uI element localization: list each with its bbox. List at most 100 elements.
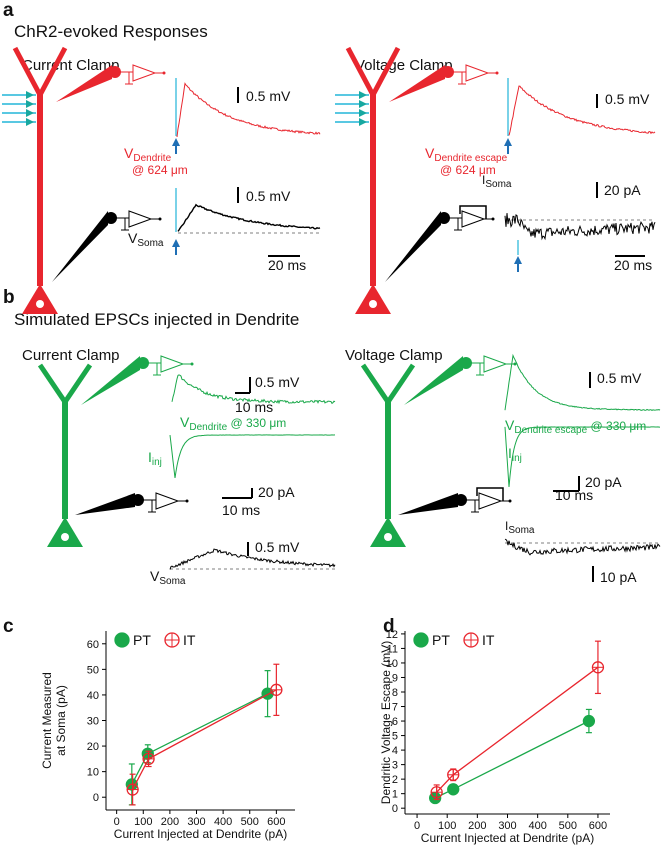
panel-title: ChR2-evoked Responses [14, 22, 208, 41]
electrode [385, 211, 441, 282]
ground [471, 500, 479, 513]
trace-label: VSoma [128, 230, 164, 249]
subscript: inj [152, 457, 162, 468]
symbol: V [505, 417, 515, 433]
y-tick-label: 10 [87, 767, 99, 779]
y-tick-label: 10 [386, 658, 398, 670]
section-title: Voltage Clamp [345, 347, 443, 364]
scale-label: 20 ms [614, 257, 652, 273]
x-tick-label: 100 [134, 816, 152, 828]
trace [171, 374, 336, 405]
soma [355, 284, 391, 314]
y-tick-label: 30 [87, 716, 99, 728]
y-tick-label: 7 [392, 702, 398, 714]
section-title: Current Clamp [22, 57, 120, 74]
trace-label: VDendrite [124, 145, 172, 164]
input-head [359, 100, 367, 108]
scale-label: 20 ms [268, 257, 306, 273]
soma-center [61, 533, 69, 541]
subscript: Dendrite escape [434, 153, 507, 164]
symbol: I [505, 519, 508, 533]
input-head [26, 118, 34, 126]
input-head [359, 109, 367, 117]
scale-label: 20 pA [604, 182, 641, 198]
x-axis-label: Current Injected at Dendrite (pA) [421, 831, 594, 845]
output [495, 71, 499, 75]
feedback [459, 205, 487, 219]
soma-center [36, 300, 44, 308]
y-tick-label: 9 [392, 672, 398, 684]
ground [454, 218, 462, 231]
amplifier [155, 492, 180, 510]
symbol: V [425, 145, 435, 161]
scale-label: 20 pA [585, 474, 622, 490]
amplifier [160, 355, 185, 373]
input-head [26, 91, 34, 99]
trace-label: VSoma [150, 568, 186, 587]
x-tick-label: 600 [267, 816, 285, 828]
y-tick-label: 5 [392, 731, 398, 743]
y-tick-label: 20 [87, 741, 99, 753]
amplifier [128, 210, 153, 228]
panel-label: d [383, 616, 395, 637]
output [190, 362, 194, 366]
y-tick-label: 2 [392, 774, 398, 786]
input-head [359, 91, 367, 99]
amplifier [132, 64, 157, 82]
soma [47, 517, 83, 547]
dendrite [62, 363, 93, 404]
subscript: inj [512, 453, 522, 464]
trace-label: Iinj [148, 449, 162, 468]
soma [22, 284, 58, 314]
x-tick-label: 0 [414, 820, 420, 832]
y-tick-label: 0 [392, 803, 398, 815]
legend-marker [413, 632, 429, 648]
dendrite [360, 363, 391, 404]
data-point [582, 714, 596, 728]
x-tick-label: 500 [559, 820, 577, 832]
series-line [132, 689, 277, 790]
symbol: V [180, 414, 190, 430]
trace-note: @ 624 μm [132, 163, 188, 177]
trace-label: VDendrite escape @ 330 μm [505, 417, 646, 436]
subscript: Soma [137, 238, 164, 249]
y-axis-label: at Soma (pA) [54, 685, 68, 756]
output [162, 71, 166, 75]
x-tick-label: 200 [468, 820, 486, 832]
electrode [404, 356, 463, 405]
y-tick-label: 12 [386, 629, 398, 641]
x-axis-label: Current Injected at Dendrite (pA) [114, 827, 287, 841]
scale-label: 10 ms [222, 502, 260, 518]
legend-label: IT [482, 632, 495, 648]
electrode [81, 356, 140, 405]
data-point [447, 783, 460, 796]
scale-label: 0.5 mV [255, 374, 300, 390]
y-tick-label: 1 [392, 789, 398, 801]
x-tick-label: 400 [528, 820, 546, 832]
scale-label: 0.5 mV [597, 370, 642, 386]
output [185, 499, 189, 503]
y-axis-label: Dendritic Voltage Escape (mV) [379, 641, 393, 804]
output [158, 217, 162, 221]
dendrite [37, 363, 68, 404]
section-title: Voltage Clamp [355, 57, 453, 74]
trace [177, 203, 321, 232]
scale-label: 0.5 mV [255, 539, 300, 555]
amplifier [483, 355, 508, 373]
scale-label: 10 ms [555, 487, 593, 503]
subscript: Soma [485, 179, 512, 190]
trace-label: ISoma [505, 519, 535, 536]
input-head [26, 100, 34, 108]
trace [504, 353, 661, 411]
x-tick-label: 600 [589, 820, 607, 832]
ground [476, 363, 484, 376]
x-tick-label: 400 [214, 816, 232, 828]
soma [370, 517, 406, 547]
legend-label: PT [133, 632, 151, 648]
section-title: Current Clamp [22, 347, 120, 364]
dendrite [37, 46, 68, 97]
x-tick-label: 100 [438, 820, 456, 832]
subscript: Dendrite [189, 422, 227, 433]
y-axis-label: Current Measured [40, 672, 54, 769]
